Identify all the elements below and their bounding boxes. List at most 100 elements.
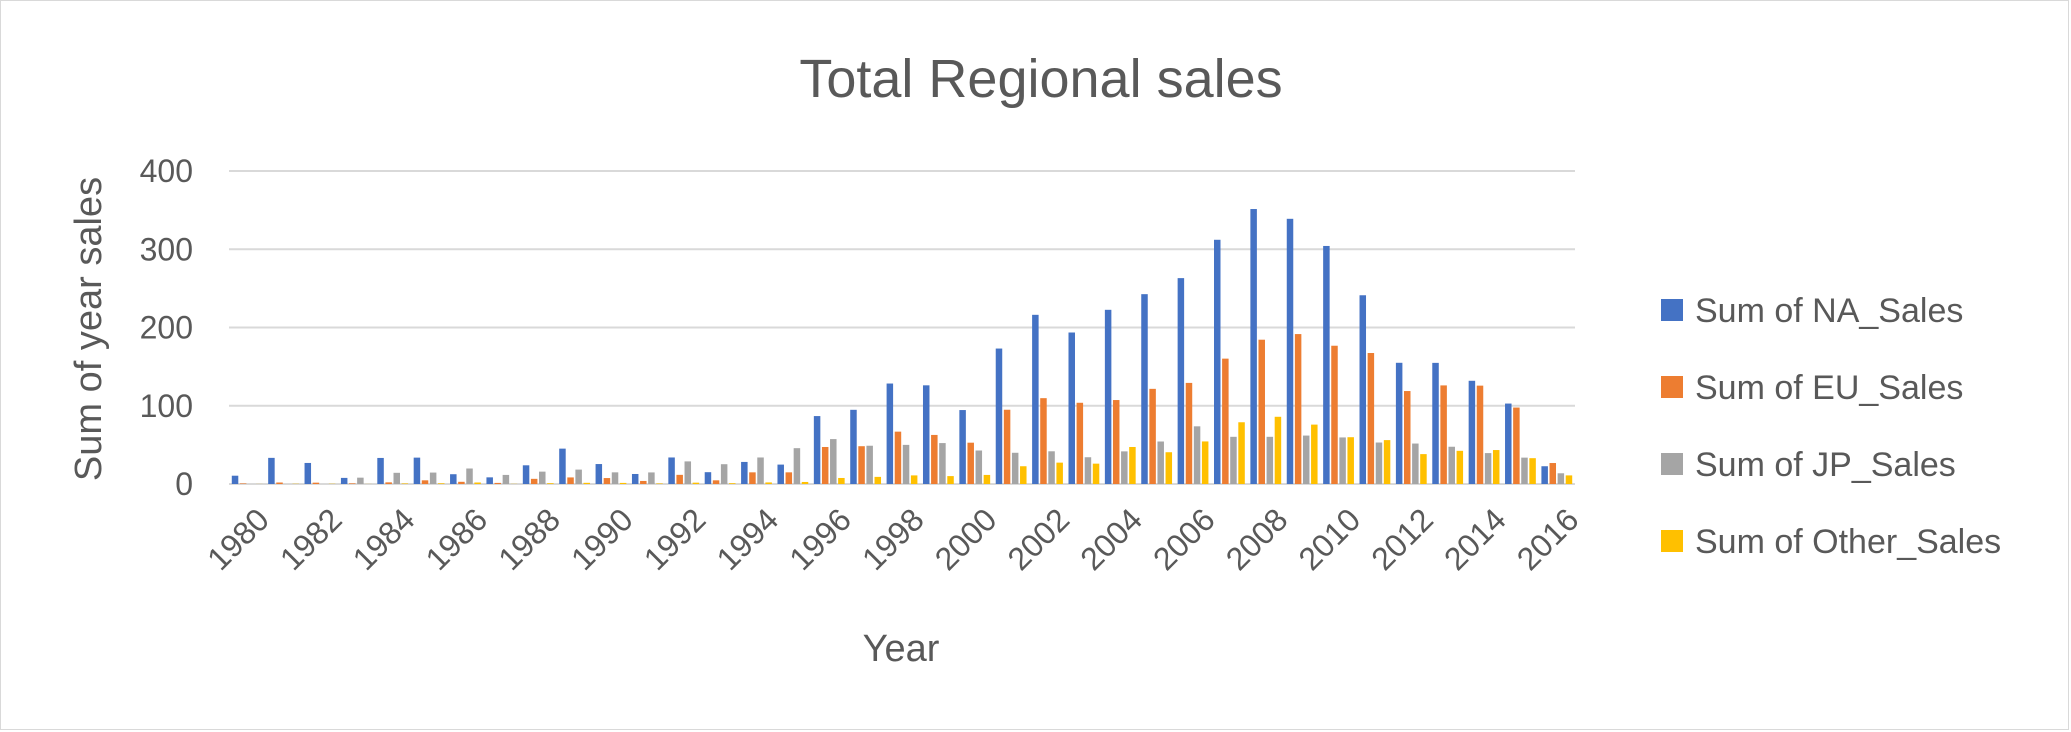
bars: [231, 209, 1573, 485]
bar: [575, 469, 582, 484]
x-tick-label: 2006: [1146, 501, 1222, 577]
y-axis-ticks: 0 100 200 300 400: [140, 153, 193, 502]
y-tick-label: 300: [140, 231, 193, 267]
bar: [494, 482, 502, 484]
legend-label: Sum of Other_Sales: [1695, 523, 2001, 561]
x-tick-label: 2002: [1001, 501, 1077, 577]
chart-title: Total Regional sales: [799, 49, 1282, 109]
bar: [437, 483, 445, 484]
bar: [539, 471, 546, 484]
bar: [429, 472, 437, 484]
bar: [377, 457, 384, 484]
bar: [983, 474, 991, 484]
bar: [1367, 353, 1375, 484]
bar: [1258, 339, 1265, 484]
bar: [304, 462, 312, 484]
bar: [777, 464, 784, 484]
legend-swatch: [1661, 453, 1683, 475]
bar: [1003, 409, 1011, 484]
bar: [894, 431, 902, 484]
x-tick-label: 1982: [273, 501, 349, 577]
x-tick-label: 2014: [1437, 501, 1513, 577]
bar: [1359, 295, 1367, 484]
bar: [567, 477, 574, 484]
x-tick-label: 1994: [709, 501, 785, 577]
bar: [1521, 457, 1528, 484]
bar: [1383, 440, 1391, 484]
y-tick-label: 100: [140, 388, 193, 424]
bar: [975, 450, 983, 484]
bar: [547, 483, 554, 484]
bar: [1505, 403, 1512, 484]
bar: [1104, 309, 1112, 484]
y-tick-label: 400: [140, 153, 193, 189]
bar: [413, 457, 421, 484]
bar: [1476, 385, 1484, 484]
bar: [692, 482, 700, 484]
bar: [1541, 466, 1548, 484]
bar: [757, 457, 764, 484]
bar: [676, 474, 683, 484]
bar: [1420, 454, 1427, 484]
bar: [1375, 442, 1383, 484]
bar: [1129, 446, 1136, 484]
x-tick-label: 2016: [1510, 501, 1586, 577]
bar: [910, 475, 918, 484]
bar: [967, 442, 974, 484]
bar: [631, 473, 639, 484]
x-tick-label: 1986: [418, 501, 494, 577]
bar: [1250, 209, 1257, 485]
bar: [522, 465, 530, 484]
bar: [765, 482, 772, 484]
bar: [450, 474, 457, 484]
bar: [1323, 245, 1330, 484]
bar: [922, 385, 930, 484]
bar: [1302, 435, 1310, 484]
bar: [1084, 457, 1092, 484]
bar: [821, 446, 829, 484]
bar: [1032, 314, 1039, 484]
bar: [656, 483, 663, 484]
x-tick-label: 1984: [346, 501, 422, 577]
bar: [595, 464, 603, 484]
bar: [530, 478, 538, 484]
bar: [1412, 443, 1419, 484]
bar: [1020, 466, 1027, 484]
bar: [874, 476, 882, 484]
legend-label: Sum of JP_Sales: [1695, 446, 1956, 484]
bar: [785, 472, 793, 484]
bar: [619, 482, 627, 484]
bar: [850, 409, 857, 484]
bar: [801, 481, 809, 484]
bar: [1456, 450, 1464, 484]
legend-swatch: [1661, 530, 1683, 552]
bar: [1565, 475, 1573, 484]
bar: [729, 483, 736, 484]
bar: [902, 444, 910, 484]
bar: [939, 443, 946, 484]
bar: [1165, 452, 1173, 484]
bar: [931, 434, 938, 484]
bar: [668, 457, 675, 484]
bar: [741, 461, 748, 484]
y-axis-title: Sum of year sales: [68, 177, 110, 481]
bar: [749, 472, 756, 484]
bar: [1149, 388, 1156, 484]
bar: [1011, 452, 1019, 484]
bar: [684, 461, 692, 484]
bar: [1238, 422, 1245, 484]
bar: [838, 477, 845, 484]
legend: Sum of NA_Sales Sum of EU_Sales Sum of JP_…: [1661, 292, 2001, 561]
bar: [886, 383, 894, 484]
bar: [1092, 463, 1100, 484]
bar: [603, 478, 611, 484]
bar: [502, 474, 510, 484]
bar: [1040, 398, 1047, 484]
bar: [458, 481, 465, 484]
bar: [1440, 385, 1447, 484]
bar: [276, 482, 283, 484]
bar: [1468, 380, 1476, 484]
bar: [486, 477, 493, 484]
bar: [357, 477, 364, 484]
